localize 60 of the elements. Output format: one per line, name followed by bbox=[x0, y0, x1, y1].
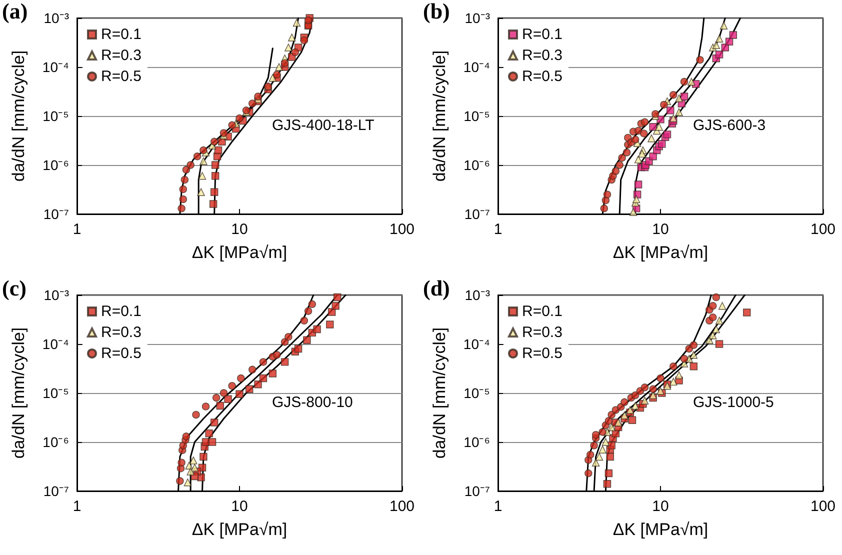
x-tick-label: 10 bbox=[231, 498, 248, 515]
x-tick-label: 10 bbox=[652, 498, 669, 515]
legend-label: R=0.3 bbox=[101, 324, 142, 341]
chart-title: (c) bbox=[2, 276, 26, 300]
x-tick-label: 1 bbox=[72, 498, 82, 515]
x-tick-label: 1 bbox=[494, 498, 502, 515]
x-tick-label: 100 bbox=[389, 498, 415, 515]
legend-label: R=0.1 bbox=[101, 303, 142, 320]
y-tick-label: 10⁻⁷ bbox=[464, 206, 490, 222]
y-tick-label: 10⁻⁶ bbox=[464, 157, 490, 173]
y-tick-label: 10⁻⁴ bbox=[463, 59, 490, 75]
y-tick-label: 10⁻³ bbox=[464, 10, 490, 26]
legend-label: R=0.3 bbox=[522, 47, 562, 64]
y-tick-label: 10⁻⁷ bbox=[43, 206, 69, 222]
annotation: GJS-800-10 bbox=[272, 394, 353, 411]
legend-label: R=0.1 bbox=[522, 303, 562, 320]
y-tick-label: 10⁻⁵ bbox=[464, 385, 490, 401]
annotation: GJS-1000-5 bbox=[693, 394, 774, 411]
x-tick-label: 100 bbox=[810, 498, 836, 515]
legend-label: R=0.1 bbox=[101, 26, 142, 43]
x-tick-label: 10 bbox=[231, 221, 248, 238]
y-tick-label: 10⁻³ bbox=[464, 287, 490, 303]
annotation: GJS-600-3 bbox=[693, 117, 766, 134]
y-tick-label: 10⁻⁴ bbox=[42, 59, 69, 75]
y-tick-label: 10⁻⁵ bbox=[42, 385, 69, 401]
x-tick-label: 10 bbox=[652, 221, 669, 238]
y-tick-label: 10⁻⁷ bbox=[43, 483, 69, 499]
y-tick-label: 10⁻⁶ bbox=[42, 434, 69, 450]
y-tick-label: 10⁻⁴ bbox=[42, 336, 69, 352]
annotation: GJS-400-18-LT bbox=[272, 117, 374, 134]
legend-label: R=0.5 bbox=[522, 68, 562, 85]
x-tick-label: 1 bbox=[494, 221, 502, 238]
legend-label: R=0.5 bbox=[522, 345, 562, 362]
y-tick-label: 10⁻⁶ bbox=[42, 157, 69, 173]
y-axis-title: da/dN [mm/cycle] bbox=[9, 50, 28, 182]
x-tick-label: 1 bbox=[72, 221, 82, 238]
x-tick-label: 100 bbox=[389, 221, 415, 238]
chart-title: (d) bbox=[423, 276, 450, 300]
legend-label: R=0.3 bbox=[522, 324, 562, 341]
y-tick-label: 10⁻³ bbox=[44, 287, 70, 303]
legend-label: R=0.5 bbox=[101, 345, 142, 362]
y-tick-label: 10⁻⁵ bbox=[42, 108, 69, 124]
x-axis-title: ΔK [MPa√m] bbox=[612, 243, 708, 262]
y-tick-label: 10⁻³ bbox=[44, 10, 70, 26]
y-axis-title: da/dN [mm/cycle] bbox=[9, 327, 28, 459]
x-axis-title: ΔK [MPa√m] bbox=[192, 243, 288, 262]
chart-title: (a) bbox=[2, 0, 28, 24]
x-tick-label: 100 bbox=[810, 221, 836, 238]
legend-label: R=0.3 bbox=[101, 47, 142, 64]
y-tick-label: 10⁻⁴ bbox=[463, 336, 490, 352]
x-axis-title: ΔK [MPa√m] bbox=[192, 520, 288, 539]
y-tick-label: 10⁻⁵ bbox=[464, 108, 490, 124]
x-axis-title: ΔK [MPa√m] bbox=[612, 520, 708, 539]
y-tick-label: 10⁻⁷ bbox=[464, 483, 490, 499]
legend-label: R=0.1 bbox=[522, 26, 562, 43]
y-axis-title: da/dN [mm/cycle] bbox=[430, 327, 449, 459]
y-tick-label: 10⁻⁶ bbox=[464, 434, 490, 450]
chart-title: (b) bbox=[423, 0, 450, 24]
y-axis-title: da/dN [mm/cycle] bbox=[430, 50, 449, 182]
legend-label: R=0.5 bbox=[101, 68, 142, 85]
